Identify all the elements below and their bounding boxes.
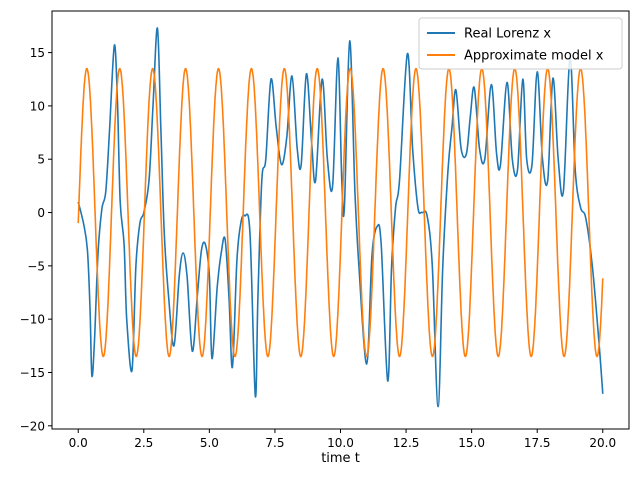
x-axis-ticks: 0.0 2.5 5.0 7.5 10.0 12.5 15.0 17.5 20.0 xyxy=(69,429,616,450)
x-axis-label: time t xyxy=(321,451,360,466)
y-tick-label: 15 xyxy=(30,46,45,60)
plot-frame xyxy=(51,10,630,430)
y-tick-label: −15 xyxy=(20,366,45,380)
x-tick-label: 15.0 xyxy=(458,436,485,450)
x-tick-label: 17.5 xyxy=(524,436,551,450)
legend: Real Lorenz x Approximate model x xyxy=(418,17,623,70)
x-tick-label: 10.0 xyxy=(327,436,354,450)
x-tick-label: 7.5 xyxy=(265,436,284,450)
y-tick-label: 0 xyxy=(37,206,45,220)
y-tick-label: 10 xyxy=(30,99,45,113)
legend-label-approx: Approximate model x xyxy=(464,49,604,64)
x-tick-label: 0.0 xyxy=(69,436,88,450)
series-line-real-lorenz-x xyxy=(77,27,604,408)
legend-label-real: Real Lorenz x xyxy=(464,27,551,42)
y-axis-ticks: −20 −15 −10 −5 0 5 10 15 xyxy=(20,46,52,433)
x-tick-label: 2.5 xyxy=(134,436,153,450)
x-tick-label: 20.0 xyxy=(589,436,616,450)
y-tick-label: 5 xyxy=(37,153,45,167)
x-tick-label: 5.0 xyxy=(200,436,219,450)
series-layer xyxy=(77,27,604,408)
y-tick-label: −5 xyxy=(27,259,45,273)
legend-box xyxy=(418,17,623,70)
y-tick-label: −10 xyxy=(20,313,45,327)
x-tick-label: 12.5 xyxy=(393,436,420,450)
y-tick-label: −20 xyxy=(20,419,45,433)
